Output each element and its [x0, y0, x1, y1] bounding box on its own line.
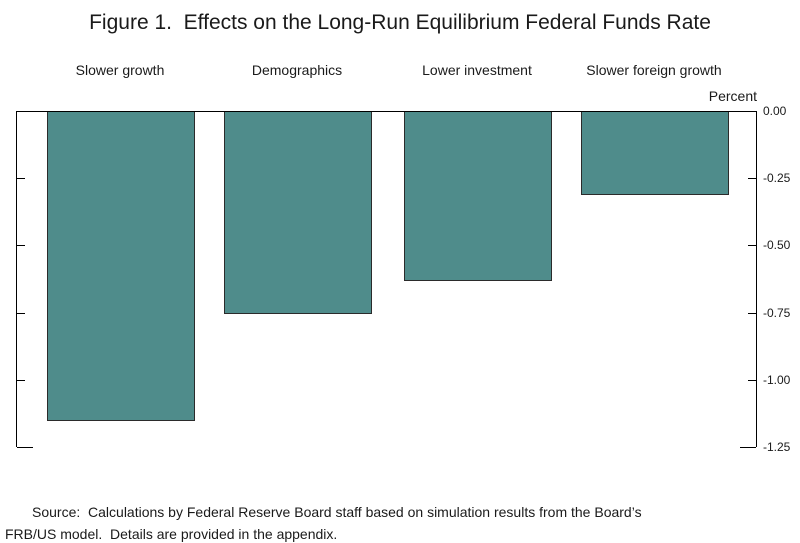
- axis-tick: [740, 447, 756, 448]
- category-label-demographics: Demographics: [251, 62, 343, 78]
- axis-tick: [17, 313, 25, 314]
- axis-tick: [748, 178, 756, 179]
- source-note: Source: Calculations by Federal Reserve …: [5, 501, 785, 543]
- bar-lower-investment: [403, 112, 552, 281]
- y-tick-label--1.25: -1.25: [763, 440, 791, 454]
- axis-tick: [748, 313, 756, 314]
- bar-demographics: [224, 112, 372, 314]
- axis-tick: [748, 380, 756, 381]
- y-tick-label--0.75: -0.75: [763, 306, 791, 320]
- y-tick-label--0.25: -0.25: [763, 171, 791, 185]
- axis-tick: [17, 380, 25, 381]
- y-tick-label-0.00: 0.00: [763, 104, 787, 118]
- y-axis-unit-label: Percent: [708, 88, 757, 104]
- bar-slower-foreign-growth: [581, 112, 729, 195]
- source-note-line-1: Source: Calculations by Federal Reserve …: [32, 504, 642, 520]
- axis-tick: [17, 178, 25, 179]
- source-note-line-2: FRB/US model. Details are provided in th…: [5, 526, 338, 542]
- category-label-slower-foreign-growth: Slower foreign growth: [586, 62, 722, 78]
- axis-tick: [748, 245, 756, 246]
- axis-tick: [17, 447, 33, 448]
- y-tick-label--1.00: -1.00: [763, 373, 791, 387]
- y-tick-label--0.50: -0.50: [763, 238, 791, 252]
- bar-slower-growth: [46, 112, 195, 421]
- axis-tick: [17, 245, 25, 246]
- figure-title: Figure 1. Effects on the Long-Run Equili…: [89, 11, 711, 34]
- category-label-lower-investment: Lower investment: [422, 62, 532, 78]
- plot-area: [16, 111, 757, 448]
- category-label-slower-growth: Slower growth: [75, 62, 165, 78]
